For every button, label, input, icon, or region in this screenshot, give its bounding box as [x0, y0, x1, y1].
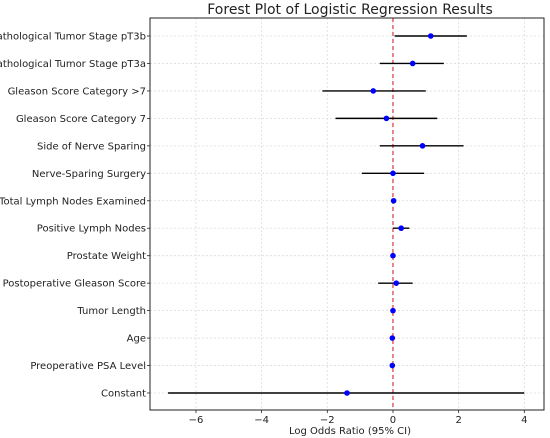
chart-title: Forest Plot of Logistic Regression Resul… [207, 2, 493, 18]
estimate-point [390, 197, 397, 204]
x-tick-label: 0 [390, 415, 396, 426]
x-tick-label: −4 [254, 415, 269, 426]
x-tick-label: 4 [521, 415, 527, 426]
y-tick-label: Positive Lymph Nodes [37, 224, 146, 235]
y-tick-label: Gleason Score Category >7 [8, 86, 146, 97]
chart-marks [168, 33, 525, 396]
y-tick-label: Pathological Tumor Stage pT3a [0, 59, 146, 70]
estimate-point [389, 362, 396, 369]
y-tick-label: Prostate Weight [67, 251, 146, 262]
estimate-point [409, 60, 416, 67]
estimate-point [390, 307, 396, 314]
estimate-point [383, 115, 390, 122]
y-tick-label: Age [127, 334, 146, 345]
estimate-point [427, 33, 434, 39]
x-ticks: −6 −4 −2 0 2 4 [189, 410, 527, 426]
x-tick-label: −2 [320, 415, 335, 426]
y-tick-labels: Pathological Tumor Stage pT3b Pathologica… [0, 32, 150, 400]
y-tick-label: Side of Nerve Sparing [37, 141, 146, 152]
estimate-point [419, 143, 426, 149]
y-tick-label: Pathological Tumor Stage pT3b [0, 32, 146, 43]
gridlines [150, 18, 544, 410]
estimate-point [389, 335, 396, 341]
estimate-point [370, 88, 377, 94]
y-tick-label: Preoperative PSA Level [30, 361, 146, 372]
x-tick-label: −6 [189, 415, 204, 426]
x-tick-label: 2 [455, 415, 461, 426]
estimate-point [344, 390, 350, 396]
estimate-point [390, 170, 396, 177]
y-tick-label: Postoperative Gleason Score [3, 279, 146, 290]
y-tick-label: Total Lymph Nodes Examined [0, 196, 146, 207]
estimate-point [393, 280, 400, 286]
x-axis-label: Log Odds Ratio (95% CI) [289, 426, 411, 437]
plot-frame [149, 17, 545, 411]
y-tick-label: Constant [101, 389, 146, 400]
estimate-point [398, 225, 404, 232]
y-tick-label: Gleason Score Category 7 [16, 114, 146, 125]
estimate-point [390, 252, 396, 259]
y-tick-label: Tumor Length [76, 306, 146, 317]
y-tick-label: Nerve-Sparing Surgery [32, 169, 146, 180]
